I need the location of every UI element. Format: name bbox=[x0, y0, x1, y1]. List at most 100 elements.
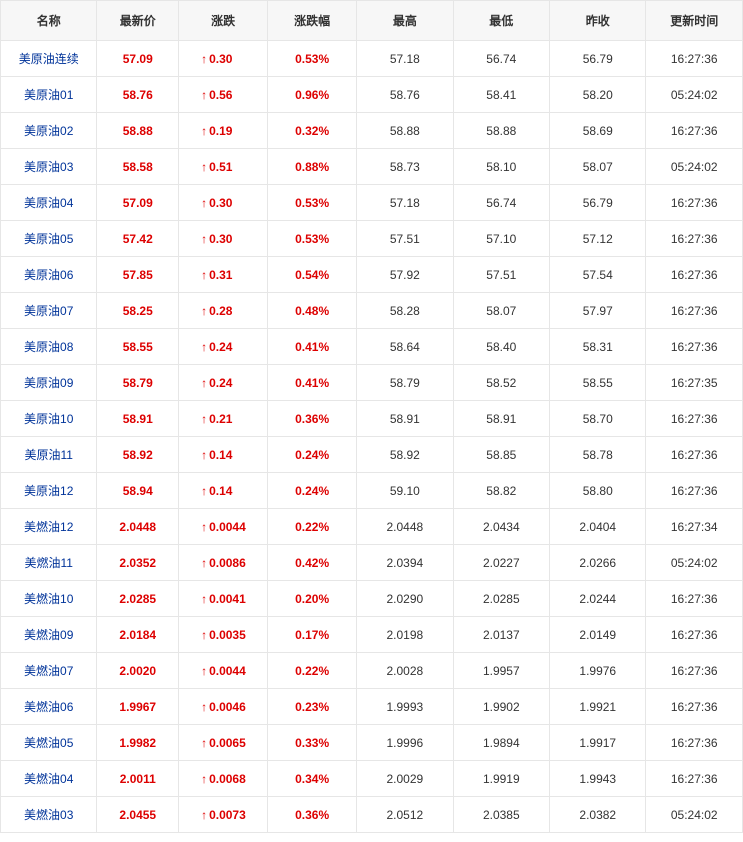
last-price: 58.91 bbox=[97, 401, 179, 437]
instrument-link[interactable]: 美原油12 bbox=[24, 484, 73, 498]
low-value: 58.41 bbox=[453, 77, 549, 113]
change-value: 0.19 bbox=[209, 124, 232, 138]
change-value: 0.0065 bbox=[209, 736, 246, 750]
prev-close: 2.0244 bbox=[550, 581, 646, 617]
table-row: 美原油0557.42↑0.300.53%57.5157.1057.1216:27… bbox=[1, 221, 743, 257]
arrow-up-icon: ↑ bbox=[201, 592, 207, 606]
high-value: 58.64 bbox=[357, 329, 453, 365]
last-price: 1.9967 bbox=[97, 689, 179, 725]
change-cell: ↑0.0073 bbox=[179, 797, 268, 833]
last-price: 58.76 bbox=[97, 77, 179, 113]
update-time: 16:27:36 bbox=[646, 725, 743, 761]
low-value: 58.82 bbox=[453, 473, 549, 509]
prev-close: 1.9976 bbox=[550, 653, 646, 689]
change-value: 0.0041 bbox=[209, 592, 246, 606]
instrument-link[interactable]: 美原油10 bbox=[24, 412, 73, 426]
prev-close: 58.20 bbox=[550, 77, 646, 113]
high-value: 2.0029 bbox=[357, 761, 453, 797]
last-price: 58.94 bbox=[97, 473, 179, 509]
last-price: 2.0448 bbox=[97, 509, 179, 545]
instrument-link[interactable]: 美燃油06 bbox=[24, 700, 73, 714]
instrument-link[interactable]: 美原油08 bbox=[24, 340, 73, 354]
instrument-link[interactable]: 美原油05 bbox=[24, 232, 73, 246]
change-cell: ↑0.21 bbox=[179, 401, 268, 437]
instrument-link[interactable]: 美原油连续 bbox=[19, 52, 79, 66]
instrument-link[interactable]: 美原油04 bbox=[24, 196, 73, 210]
low-value: 2.0434 bbox=[453, 509, 549, 545]
arrow-up-icon: ↑ bbox=[201, 160, 207, 174]
instrument-link[interactable]: 美原油09 bbox=[24, 376, 73, 390]
update-time: 16:27:36 bbox=[646, 437, 743, 473]
change-cell: ↑0.0035 bbox=[179, 617, 268, 653]
prev-close: 58.80 bbox=[550, 473, 646, 509]
change-pct: 0.20% bbox=[268, 581, 357, 617]
prev-close: 2.0382 bbox=[550, 797, 646, 833]
update-time: 16:27:34 bbox=[646, 509, 743, 545]
last-price: 58.55 bbox=[97, 329, 179, 365]
instrument-link[interactable]: 美燃油10 bbox=[24, 592, 73, 606]
low-value: 56.74 bbox=[453, 41, 549, 77]
prev-close: 57.12 bbox=[550, 221, 646, 257]
instrument-link[interactable]: 美燃油04 bbox=[24, 772, 73, 786]
change-pct: 0.32% bbox=[268, 113, 357, 149]
arrow-up-icon: ↑ bbox=[201, 772, 207, 786]
prev-close: 2.0266 bbox=[550, 545, 646, 581]
change-cell: ↑0.51 bbox=[179, 149, 268, 185]
change-cell: ↑0.56 bbox=[179, 77, 268, 113]
prev-close: 2.0149 bbox=[550, 617, 646, 653]
table-row: 美原油0958.79↑0.240.41%58.7958.5258.5516:27… bbox=[1, 365, 743, 401]
arrow-up-icon: ↑ bbox=[201, 124, 207, 138]
change-pct: 0.53% bbox=[268, 41, 357, 77]
low-value: 2.0385 bbox=[453, 797, 549, 833]
change-cell: ↑0.0046 bbox=[179, 689, 268, 725]
update-time: 16:27:36 bbox=[646, 293, 743, 329]
instrument-link[interactable]: 美燃油09 bbox=[24, 628, 73, 642]
update-time: 16:27:36 bbox=[646, 257, 743, 293]
last-price: 2.0352 bbox=[97, 545, 179, 581]
high-value: 2.0290 bbox=[357, 581, 453, 617]
arrow-up-icon: ↑ bbox=[201, 196, 207, 210]
instrument-link[interactable]: 美原油02 bbox=[24, 124, 73, 138]
instrument-link[interactable]: 美燃油11 bbox=[24, 556, 72, 570]
instrument-link[interactable]: 美原油01 bbox=[24, 88, 73, 102]
instrument-link[interactable]: 美原油06 bbox=[24, 268, 73, 282]
high-value: 58.88 bbox=[357, 113, 453, 149]
header-high: 最高 bbox=[357, 1, 453, 41]
update-time: 16:27:36 bbox=[646, 761, 743, 797]
table-row: 美原油连续57.09↑0.300.53%57.1856.7456.7916:27… bbox=[1, 41, 743, 77]
change-pct: 0.88% bbox=[268, 149, 357, 185]
table-row: 美燃油102.0285↑0.00410.20%2.02902.02852.024… bbox=[1, 581, 743, 617]
update-time: 16:27:36 bbox=[646, 221, 743, 257]
arrow-up-icon: ↑ bbox=[201, 448, 207, 462]
high-value: 2.0198 bbox=[357, 617, 453, 653]
arrow-up-icon: ↑ bbox=[201, 232, 207, 246]
high-value: 58.28 bbox=[357, 293, 453, 329]
instrument-link[interactable]: 美原油03 bbox=[24, 160, 73, 174]
change-cell: ↑0.14 bbox=[179, 437, 268, 473]
instrument-link[interactable]: 美燃油12 bbox=[24, 520, 73, 534]
update-time: 05:24:02 bbox=[646, 797, 743, 833]
change-value: 0.28 bbox=[209, 304, 232, 318]
change-value: 0.0073 bbox=[209, 808, 246, 822]
low-value: 58.91 bbox=[453, 401, 549, 437]
change-pct: 0.53% bbox=[268, 221, 357, 257]
low-value: 58.10 bbox=[453, 149, 549, 185]
change-pct: 0.17% bbox=[268, 617, 357, 653]
high-value: 57.18 bbox=[357, 185, 453, 221]
instrument-link[interactable]: 美原油11 bbox=[24, 448, 72, 462]
change-pct: 0.41% bbox=[268, 365, 357, 401]
update-time: 16:27:36 bbox=[646, 473, 743, 509]
change-value: 0.51 bbox=[209, 160, 232, 174]
instrument-link[interactable]: 美燃油07 bbox=[24, 664, 73, 678]
instrument-link[interactable]: 美燃油03 bbox=[24, 808, 73, 822]
table-row: 美原油0358.58↑0.510.88%58.7358.1058.0705:24… bbox=[1, 149, 743, 185]
update-time: 16:27:36 bbox=[646, 41, 743, 77]
instrument-link[interactable]: 美原油07 bbox=[24, 304, 73, 318]
prev-close: 1.9921 bbox=[550, 689, 646, 725]
instrument-link[interactable]: 美燃油05 bbox=[24, 736, 73, 750]
change-value: 0.56 bbox=[209, 88, 232, 102]
last-price: 58.88 bbox=[97, 113, 179, 149]
change-pct: 0.48% bbox=[268, 293, 357, 329]
low-value: 57.10 bbox=[453, 221, 549, 257]
table-row: 美原油1158.92↑0.140.24%58.9258.8558.7816:27… bbox=[1, 437, 743, 473]
